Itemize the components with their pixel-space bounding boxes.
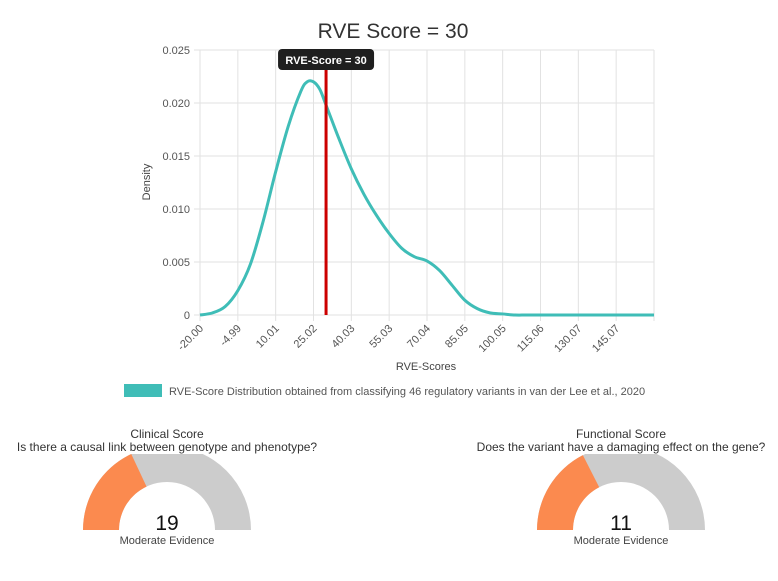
x-tick-label: 25.02 <box>292 323 320 351</box>
score-marker-label: RVE-Score = 30 <box>285 55 366 67</box>
gauge-fill <box>83 454 147 530</box>
y-tick-label: 0.010 <box>162 204 190 216</box>
x-tick-label: 115.06 <box>515 323 547 355</box>
density-line <box>199 79 654 317</box>
y-tick-label: 0.005 <box>162 257 190 269</box>
x-axis-ticks: -20.00 -4.99 10.01 25.02 40.03 55.03 70.04 85.0… <box>176 323 623 355</box>
x-tick-label: 85.05 <box>443 323 471 351</box>
gauge-caption: Moderate Evidence <box>119 535 215 547</box>
x-tick-label: 55.03 <box>367 323 395 351</box>
x-tick-label: -20.00 <box>176 323 207 354</box>
gauge-dial: 11 <box>537 454 705 534</box>
x-tick-label: 10.01 <box>254 323 282 351</box>
gauge-value: 11 <box>610 512 632 534</box>
score-marker-tooltip: RVE-Score = 30 <box>278 49 375 70</box>
legend-swatch <box>124 384 162 397</box>
gauge-caption: Moderate Evidence <box>573 535 669 547</box>
legend-label: RVE-Score Distribution obtained from cla… <box>169 386 645 398</box>
density-chart: RVE Score = 30 0 0.005 0.010 0.015 0.020 0.02… <box>124 20 655 398</box>
x-tick-label: 40.03 <box>330 323 358 351</box>
x-tick-label: 100.05 <box>476 323 508 355</box>
grid <box>194 49 655 321</box>
y-tick-label: 0 <box>184 310 190 322</box>
gauge-title: Clinical Score <box>130 427 204 441</box>
y-axis-label: Density <box>141 163 153 200</box>
gauge-fill <box>537 455 600 530</box>
gauge-value: 19 <box>155 512 178 534</box>
x-tick-label: 70.04 <box>405 323 433 351</box>
gauge-title: Functional Score <box>575 427 667 441</box>
y-tick-label: 0.020 <box>162 98 190 110</box>
x-tick-label: -4.99 <box>218 323 244 349</box>
gauge-question: Does the variant have a damaging effect … <box>476 440 766 454</box>
functional-score-gauge: Functional Score Does the variant have a… <box>451 428 778 547</box>
gauge-dial: 19 <box>83 454 251 534</box>
y-axis-ticks: 0 0.005 0.010 0.015 0.020 0.025 <box>162 45 190 322</box>
chart-title: RVE Score = 30 <box>318 20 469 43</box>
y-tick-label: 0.025 <box>162 45 190 57</box>
x-tick-label: 130.07 <box>552 323 584 355</box>
clinical-score-gauge: Clinical Score Is there a causal link be… <box>0 428 337 547</box>
gauge-question: Is there a causal link between genotype … <box>16 440 318 454</box>
legend: RVE-Score Distribution obtained from cla… <box>124 384 645 398</box>
y-tick-label: 0.015 <box>162 151 190 163</box>
x-tick-label: 145.07 <box>590 323 622 355</box>
x-axis-label: RVE-Scores <box>396 361 457 373</box>
